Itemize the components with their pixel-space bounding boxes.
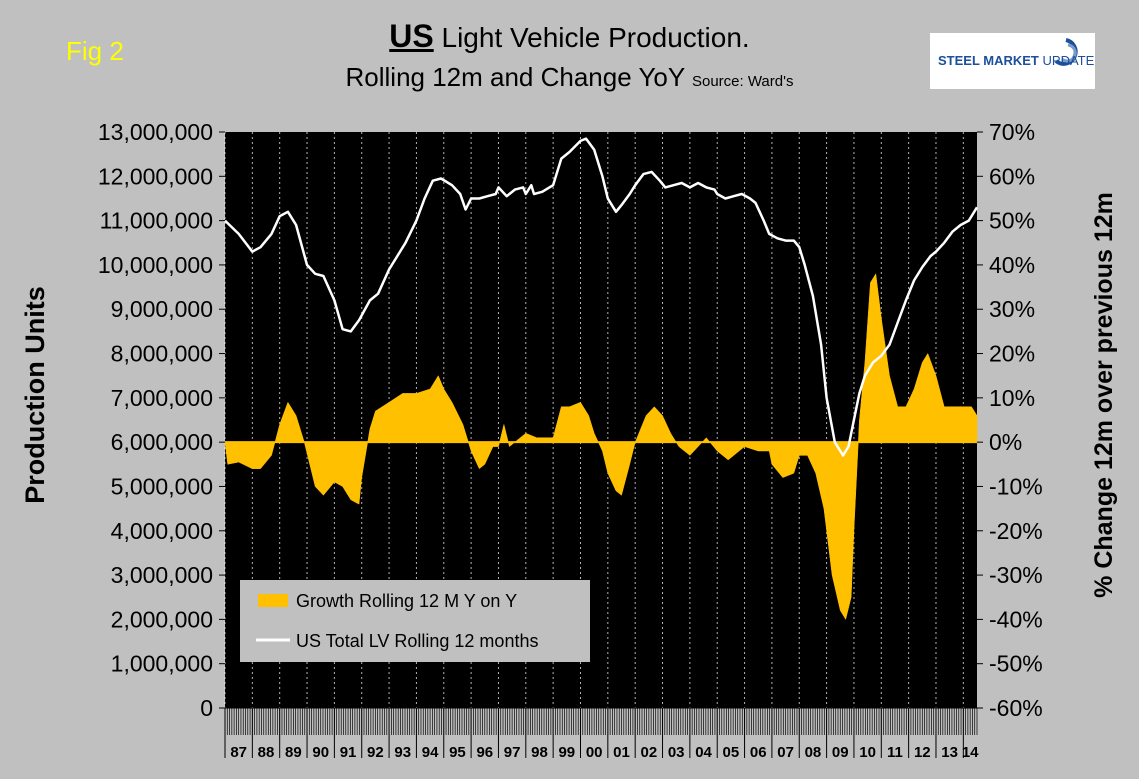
right-tick-label: -20% [989,518,1043,544]
right-axis-title: % Change 12m over previous 12m [1090,192,1118,598]
x-year-label: 94 [422,744,439,761]
figure-label: Fig 2 [66,36,124,66]
right-tick-label: -30% [989,562,1043,588]
right-tick-label: 10% [989,385,1035,411]
title-main: Light Vehicle Production. [441,22,750,53]
left-tick-label: 0 [200,695,213,721]
left-tick-label: 12,000,000 [98,163,213,189]
x-axis: 87 88 89 90 91 92 93 94 95 96 97 98 99 00 01 02 03 04 05 06… [224,707,979,761]
left-tick-label: 4,000,000 [111,518,213,544]
x-year-label: 14 [962,744,979,761]
x-year-label: 99 [558,744,575,761]
axis-titles: Production Units % Change 12m over previo… [20,192,1118,598]
x-year-label: 05 [723,744,740,761]
logo-text-light: UPDATE [1042,53,1095,68]
title-prefix: US [389,18,434,54]
x-year-label: 89 [285,744,302,761]
x-year-label: 97 [504,744,521,761]
right-tick-label: -40% [989,606,1043,632]
left-axis-title: Production Units [20,286,50,504]
subtitle-text: Rolling 12m and Change YoY [345,62,685,92]
x-year-label: 07 [777,744,794,761]
x-year-label: 98 [531,744,548,761]
x-year-label: 93 [394,744,411,761]
x-year-label: 09 [832,744,849,761]
legend-label-line: US Total LV Rolling 12 months [296,631,538,651]
chart-subtitle: Rolling 12m and Change YoY Source: Ward'… [0,62,1139,93]
chart-title: US Light Vehicle Production. [0,18,1139,55]
left-axis: 0 1,000,000 2,000,000 3,000,000 4,000,000 5,0… [98,119,225,721]
x-year-label: 00 [586,744,603,761]
left-tick-label: 6,000,000 [111,429,213,455]
left-tick-label: 9,000,000 [111,296,213,322]
x-year-label: 08 [805,744,822,761]
left-tick-label: 13,000,000 [98,119,213,145]
left-tick-label: 11,000,000 [100,208,213,234]
left-tick-label: 1,000,000 [111,651,213,677]
right-tick-label: 20% [989,341,1035,367]
x-year-label: 03 [668,744,685,761]
x-year-label: 01 [613,744,630,761]
x-year-label: 95 [449,744,466,761]
right-tick-label: 50% [989,208,1035,234]
x-year-label: 10 [859,744,876,761]
legend-label-bars: Growth Rolling 12 M Y on Y [296,591,517,611]
right-tick-label: -60% [989,695,1043,721]
left-tick-label: 8,000,000 [111,341,213,367]
right-tick-label: 40% [989,252,1035,278]
x-year-label: 88 [258,744,275,761]
logo-text: STEEL MARKET UPDATE [938,53,1094,68]
x-year-label: 13 [941,744,958,761]
right-tick-label: 60% [989,163,1035,189]
x-year-label: 06 [750,744,767,761]
x-year-label: 04 [695,744,712,761]
x-year-label: 87 [230,744,247,761]
production-line [224,137,979,457]
x-year-label: 91 [340,744,357,761]
x-year-label: 96 [476,744,493,761]
left-tick-label: 2,000,000 [111,606,213,632]
steel-market-update-logo: STEEL MARKET UPDATE [930,33,1095,89]
x-year-label: 12 [914,744,931,761]
x-year-label: 90 [312,744,329,761]
right-tick-label: -10% [989,473,1043,499]
source-note: Source: Ward's [691,73,794,90]
right-tick-label: -50% [989,651,1043,677]
right-tick-label: 70% [989,119,1035,145]
production-line-series [224,137,979,457]
left-tick-label: 3,000,000 [111,562,213,588]
x-year-label: 11 [887,744,903,761]
x-year-label: 02 [641,744,658,761]
legend-box [240,580,590,662]
left-tick-label: 5,000,000 [111,473,213,499]
left-tick-label: 7,000,000 [111,385,213,411]
growth-bars-series [224,273,978,621]
logo-swoosh-icon [1054,38,1078,66]
legend-swatch-bars [258,594,288,607]
right-axis: -60% -50% -40% -30% -20% -10% 0% 10% 20% 30% 40% 50… [977,119,1043,721]
left-tick-label: 10,000,000 [98,252,213,278]
logo-text-bold: STEEL MARKET [938,53,1039,68]
right-tick-label: 30% [989,296,1035,322]
legend: Growth Rolling 12 M Y on Y US Total LV Ro… [240,580,590,662]
right-tick-label: 0% [989,429,1022,455]
growth-bars [224,273,978,621]
x-year-label: 92 [367,744,384,761]
